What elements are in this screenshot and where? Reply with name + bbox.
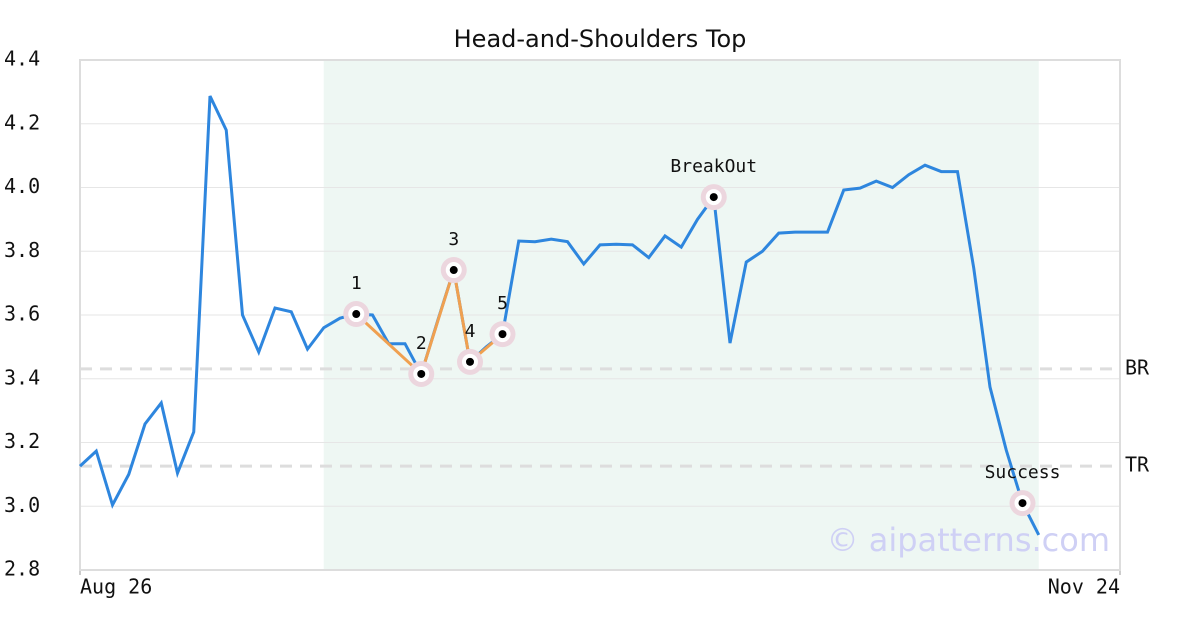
- pattern-point-label: 3: [448, 229, 459, 250]
- level-label: BR: [1125, 355, 1150, 379]
- level-label: TR: [1125, 453, 1150, 477]
- chart-title: Head-and-Shoulders Top: [454, 25, 747, 53]
- y-tick-label: 3.2: [4, 429, 40, 453]
- y-tick-label: 4.4: [4, 47, 40, 71]
- event-point-label: Success: [985, 462, 1061, 483]
- x-tick-label: Aug 26: [80, 575, 152, 599]
- pattern-point: [449, 266, 458, 275]
- pattern-point-label: 1: [351, 273, 362, 294]
- event-point-label: BreakOut: [670, 156, 757, 177]
- y-tick-label: 3.4: [4, 365, 40, 389]
- pattern-point-label: 4: [465, 321, 476, 342]
- pattern-point-label: 2: [416, 333, 427, 354]
- plot-frame: [79, 59, 1121, 571]
- event-point: [709, 193, 718, 202]
- y-tick-label: 3.0: [4, 493, 40, 517]
- event-point: [1018, 499, 1027, 508]
- y-tick-label: 3.6: [4, 302, 40, 326]
- pattern-point: [352, 310, 361, 319]
- pattern-point: [466, 357, 474, 366]
- pattern-point: [498, 330, 507, 339]
- y-tick-label: 4.0: [4, 174, 40, 198]
- pattern-point-label: 5: [497, 293, 508, 314]
- y-tick-label: 2.8: [4, 557, 40, 581]
- y-tick-label: 4.2: [4, 110, 40, 134]
- watermark: © aipatterns.com: [827, 521, 1110, 559]
- pattern-point: [417, 369, 426, 378]
- x-tick-label: Nov 24: [1048, 575, 1120, 599]
- y-tick-label: 3.8: [4, 238, 40, 262]
- price-line: [78, 95, 1041, 536]
